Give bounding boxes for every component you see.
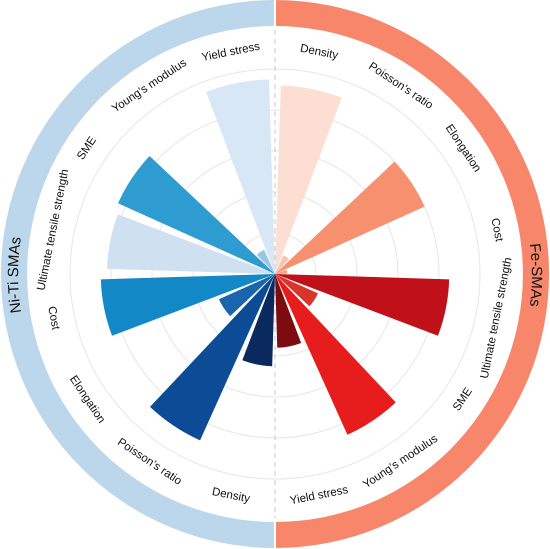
group-label-right: Fe-SMAs	[526, 242, 545, 307]
bar-niti-0	[206, 79, 275, 274]
bar-fe-0	[275, 85, 342, 275]
bar-niti-2	[117, 156, 276, 274]
label-niti-5: Elongation	[67, 374, 107, 426]
bar-fe-3	[275, 269, 288, 274]
bar-niti-7	[242, 274, 275, 367]
group-label-left: Ni-Ti SMAs	[5, 236, 25, 314]
bar-fe-5	[275, 274, 318, 307]
label-fe-5: SME	[451, 386, 475, 414]
bar-niti-4	[100, 274, 275, 336]
label-fe-2: Elongation	[443, 123, 483, 175]
bar-niti-3	[106, 214, 275, 274]
bar-fe-6	[275, 274, 396, 435]
label-niti-0: Yield stress	[201, 41, 261, 64]
bar-fe-7	[275, 274, 302, 348]
label-fe-3: Cost	[488, 217, 505, 243]
bar-fe-4	[275, 274, 450, 336]
grid-ring	[233, 232, 317, 316]
bar-niti-1	[256, 249, 275, 274]
bar-niti-6	[149, 274, 275, 441]
bar-niti-5	[218, 274, 275, 317]
bar-fe-2	[275, 161, 425, 274]
label-niti-4: Cost	[45, 305, 62, 331]
label-niti-2: SME	[75, 134, 99, 162]
label-niti-7: Density	[211, 486, 251, 505]
bars	[100, 79, 450, 441]
label-fe-7: Yield stress	[289, 484, 349, 507]
label-fe-0: Density	[299, 43, 339, 62]
bar-fe-1	[275, 255, 290, 274]
